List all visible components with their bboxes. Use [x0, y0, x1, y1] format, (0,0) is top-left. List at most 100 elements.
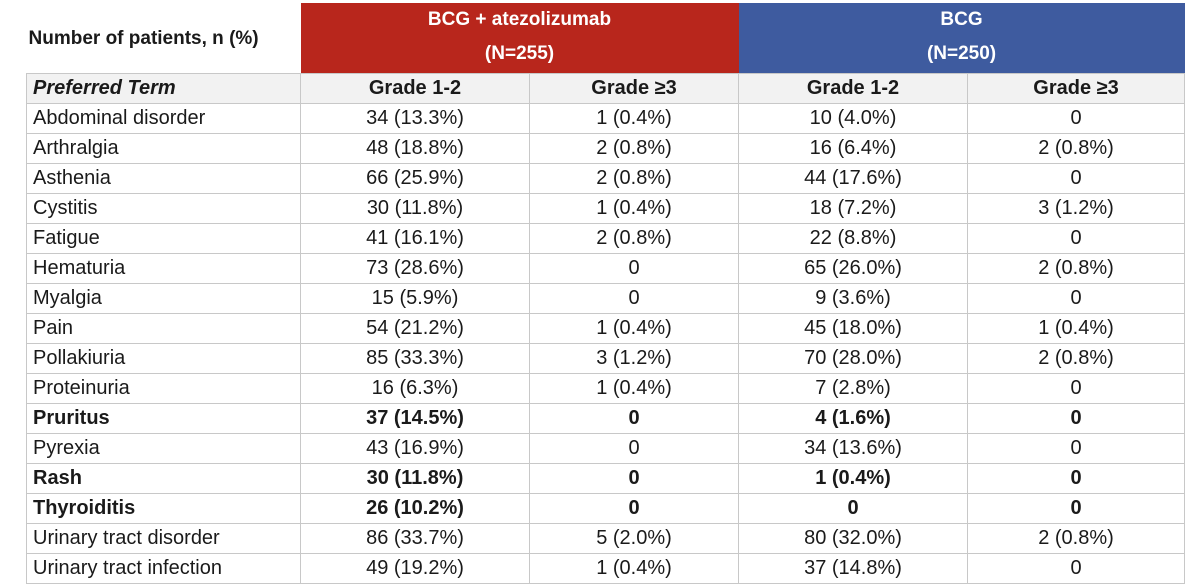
grade12-bcg-cell: 70 (28.0%): [738, 343, 969, 374]
grade12-bcg-cell: 4 (1.6%): [738, 403, 969, 434]
grade12-atezo-cell: 15 (5.9%): [300, 283, 530, 314]
term-cell: Thyroiditis: [26, 493, 301, 524]
table-row: Hematuria 73 (28.6%) 0 65 (26.0%) 2 (0.8%): [26, 253, 1186, 284]
grade12-atezo-cell: 54 (21.2%): [300, 313, 530, 344]
grade3-bcg-cell: 1 (0.4%): [967, 313, 1186, 344]
term-cell: Pruritus: [26, 403, 301, 434]
column-header-grade12-atezo: Grade 1-2: [300, 73, 530, 104]
grade3-bcg-cell: 0: [967, 433, 1186, 464]
grade3-bcg-cell: 0: [967, 493, 1186, 524]
grade3-bcg-cell: 2 (0.8%): [967, 253, 1186, 284]
grade12-atezo-cell: 26 (10.2%): [300, 493, 530, 524]
grade3-bcg-cell: 0: [967, 373, 1186, 404]
term-cell: Myalgia: [26, 283, 301, 314]
grade3-atezo-cell: 0: [528, 253, 740, 284]
grade12-atezo-cell: 30 (11.8%): [300, 193, 530, 224]
grade3-bcg-cell: 0: [967, 403, 1186, 434]
table-row: Pollakiuria 85 (33.3%) 3 (1.2%) 70 (28.0%) 2…: [26, 343, 1186, 374]
column-header-grade3-atezo: Grade ≥3: [528, 73, 740, 104]
table-row: Cystitis 30 (11.8%) 1 (0.4%) 18 (7.2%) 3 (1.…: [26, 193, 1186, 224]
column-header-row: Preferred Term Grade 1-2 Grade ≥3 Grade …: [26, 73, 1186, 104]
grade3-atezo-cell: 1 (0.4%): [528, 103, 740, 134]
term-cell: Abdominal disorder: [26, 103, 301, 134]
table-row: Pruritus 37 (14.5%) 0 4 (1.6%) 0: [26, 403, 1186, 434]
grade3-bcg-cell: 3 (1.2%): [967, 193, 1186, 224]
table-row: Abdominal disorder 34 (13.3%) 1 (0.4%) 10 (…: [26, 103, 1186, 134]
adverse-events-table: Number of patients, n (%) BCG + atezoliz…: [26, 3, 1186, 584]
grade12-bcg-cell: 80 (32.0%): [738, 523, 969, 554]
table-row: Urinary tract infection 49 (19.2%) 1 (0.4%…: [26, 553, 1186, 584]
grade12-atezo-cell: 37 (14.5%): [300, 403, 530, 434]
term-cell: Proteinuria: [26, 373, 301, 404]
grade12-bcg-cell: 16 (6.4%): [738, 133, 969, 164]
table-row: Thyroiditis 26 (10.2%) 0 0 0: [26, 493, 1186, 524]
grade3-atezo-cell: 2 (0.8%): [528, 163, 740, 194]
column-header-grade12-bcg: Grade 1-2: [738, 73, 969, 104]
grade3-atezo-cell: 1 (0.4%): [528, 553, 740, 584]
grade3-bcg-cell: 2 (0.8%): [967, 133, 1186, 164]
grade12-bcg-cell: 7 (2.8%): [738, 373, 969, 404]
table-row: Fatigue 41 (16.1%) 2 (0.8%) 22 (8.8%) 0: [26, 223, 1186, 254]
term-cell: Fatigue: [26, 223, 301, 254]
grade12-atezo-cell: 34 (13.3%): [300, 103, 530, 134]
grade3-atezo-cell: 0: [528, 493, 740, 524]
grade3-bcg-cell: 2 (0.8%): [967, 523, 1186, 554]
grade12-atezo-cell: 41 (16.1%): [300, 223, 530, 254]
term-cell: Urinary tract disorder: [26, 523, 301, 554]
table-row: Proteinuria 16 (6.3%) 1 (0.4%) 7 (2.8%) 0: [26, 373, 1186, 404]
arm-name: BCG + atezolizumab: [427, 9, 612, 30]
term-cell: Rash: [26, 463, 301, 494]
grade3-bcg-cell: 0: [967, 283, 1186, 314]
term-cell: Arthralgia: [26, 133, 301, 164]
arm-n: (N=255): [484, 43, 555, 64]
grade3-atezo-cell: 2 (0.8%): [528, 223, 740, 254]
table-row: Rash 30 (11.8%) 0 1 (0.4%) 0: [26, 463, 1186, 494]
table-row: Arthralgia 48 (18.8%) 2 (0.8%) 16 (6.4%) 2 (…: [26, 133, 1186, 164]
grade3-atezo-cell: 3 (1.2%): [528, 343, 740, 374]
grade12-bcg-cell: 34 (13.6%): [738, 433, 969, 464]
grade3-bcg-cell: 0: [967, 103, 1186, 134]
grade12-bcg-cell: 10 (4.0%): [738, 103, 969, 134]
grade12-atezo-cell: 85 (33.3%): [300, 343, 530, 374]
grade12-atezo-cell: 43 (16.9%): [300, 433, 530, 464]
table-row: Urinary tract disorder 86 (33.7%) 5 (2.0%)…: [26, 523, 1186, 554]
table-title: Number of patients, n (%): [28, 27, 259, 49]
term-cell: Urinary tract infection: [26, 553, 301, 584]
grade12-bcg-cell: 37 (14.8%): [738, 553, 969, 584]
grade12-bcg-cell: 44 (17.6%): [738, 163, 969, 194]
grade3-atezo-cell: 2 (0.8%): [528, 133, 740, 164]
grade3-atezo-cell: 1 (0.4%): [528, 313, 740, 344]
grade3-atezo-cell: 0: [528, 463, 740, 494]
grade3-atezo-cell: 1 (0.4%): [528, 373, 740, 404]
grade12-bcg-cell: 0: [738, 493, 969, 524]
grade12-bcg-cell: 65 (26.0%): [738, 253, 969, 284]
grade3-bcg-cell: 0: [967, 553, 1186, 584]
grade3-atezo-cell: 0: [528, 283, 740, 314]
table-row: Pyrexia 43 (16.9%) 0 34 (13.6%) 0: [26, 433, 1186, 464]
grade3-bcg-cell: 2 (0.8%): [967, 343, 1186, 374]
grade3-atezo-cell: 0: [528, 433, 740, 464]
grade3-bcg-cell: 0: [967, 223, 1186, 254]
grade12-atezo-cell: 86 (33.7%): [300, 523, 530, 554]
table-row: Asthenia 66 (25.9%) 2 (0.8%) 44 (17.6%) 0: [26, 163, 1186, 194]
grade3-atezo-cell: 1 (0.4%): [528, 193, 740, 224]
grade12-bcg-cell: 45 (18.0%): [738, 313, 969, 344]
arm-n: (N=250): [926, 43, 997, 64]
term-cell: Asthenia: [26, 163, 301, 194]
arm-header-row: Number of patients, n (%) BCG + atezoliz…: [27, 3, 1185, 74]
term-cell: Pollakiuria: [26, 343, 301, 374]
grade12-atezo-cell: 49 (19.2%): [300, 553, 530, 584]
arm-header-bcg: BCG (N=250): [738, 3, 1185, 74]
grade12-bcg-cell: 9 (3.6%): [738, 283, 969, 314]
column-header-grade3-bcg: Grade ≥3: [967, 73, 1186, 104]
grade12-bcg-cell: 18 (7.2%): [738, 193, 969, 224]
grade12-atezo-cell: 16 (6.3%): [300, 373, 530, 404]
grade12-atezo-cell: 66 (25.9%): [300, 163, 530, 194]
term-cell: Cystitis: [26, 193, 301, 224]
grade12-bcg-cell: 22 (8.8%): [738, 223, 969, 254]
grade12-bcg-cell: 1 (0.4%): [738, 463, 969, 494]
term-cell: Hematuria: [26, 253, 301, 284]
term-cell: Pyrexia: [26, 433, 301, 464]
grade3-bcg-cell: 0: [967, 163, 1186, 194]
grade12-atezo-cell: 73 (28.6%): [300, 253, 530, 284]
